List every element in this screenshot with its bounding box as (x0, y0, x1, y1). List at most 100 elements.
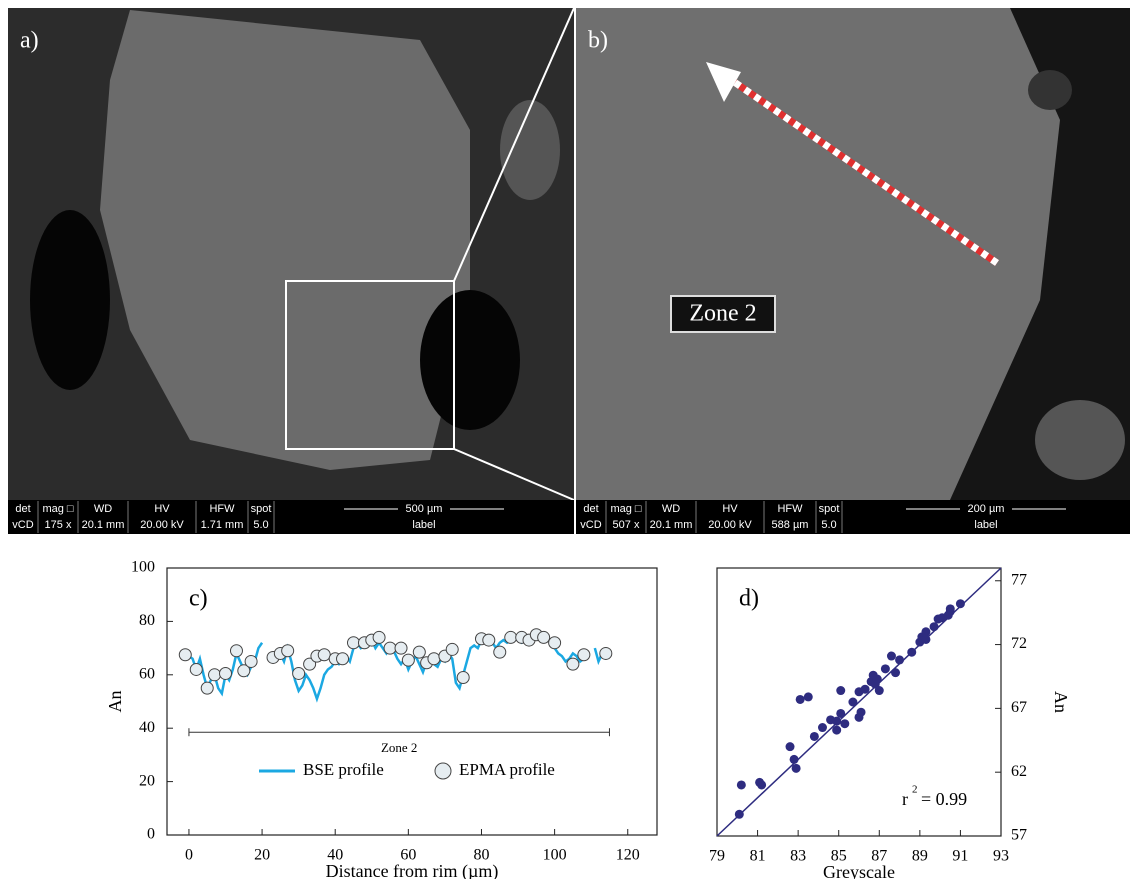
x-tick-label: 87 (871, 848, 887, 865)
info-header: mag □ (42, 503, 73, 515)
point (945, 604, 955, 614)
zone-label-box (670, 295, 776, 333)
arrow-head (706, 62, 741, 102)
plot-frame (166, 567, 658, 836)
scale-label: 200 µm (968, 503, 1005, 515)
inclusion (1028, 70, 1072, 110)
info-value: 20.00 kV (140, 519, 184, 531)
info-header: det (583, 503, 598, 515)
epma-point (577, 648, 591, 662)
y-tick-label: 0 (147, 826, 155, 843)
epma-point (229, 644, 243, 658)
x-tick-label: 79 (709, 848, 725, 865)
crystal (100, 10, 470, 470)
point (809, 731, 819, 741)
point (921, 627, 931, 637)
point (880, 664, 890, 674)
point (840, 719, 850, 729)
x-tick-label: 91 (952, 848, 968, 865)
y-tick-label: 57 (1011, 827, 1027, 844)
info-bar (576, 500, 1130, 534)
x-tick-label: 60 (400, 847, 416, 864)
epma-point (346, 636, 360, 650)
info-header: HV (722, 503, 738, 515)
legend-label: BSE profile (303, 760, 384, 779)
point (734, 809, 744, 819)
crystal (576, 8, 1060, 500)
info-value: 588 µm (772, 519, 809, 531)
info-value: 175 x (45, 519, 72, 531)
y-tick-label: 72 (1011, 635, 1027, 652)
epma-point (401, 653, 415, 667)
info-value: 1.71 mm (201, 519, 244, 531)
y-tick-label: 40 (139, 719, 155, 736)
point (886, 651, 896, 661)
x-tick-label: 89 (912, 848, 928, 865)
info-header: spot (819, 503, 840, 515)
info-value: 20.1 mm (650, 519, 693, 531)
epma-point (412, 645, 426, 659)
y-tick-label: 100 (131, 559, 155, 576)
point (736, 780, 746, 790)
epma-point (599, 646, 613, 660)
point (803, 692, 813, 702)
zoom-box (285, 280, 455, 450)
y-tick-label: 80 (139, 612, 155, 629)
epma-point (456, 670, 470, 684)
info-value: 507 x (613, 519, 640, 531)
epma-point (383, 641, 397, 655)
scale-caption: label (974, 519, 997, 531)
legend-label: EPMA profile (459, 760, 555, 779)
info-header: HV (154, 503, 170, 515)
x-tick-label: 120 (616, 847, 640, 864)
info-bar (8, 500, 574, 534)
scale-label: 500 µm (406, 503, 443, 515)
point (895, 655, 905, 665)
x-tick-label: 40 (327, 847, 343, 864)
panel-label: b) (588, 28, 608, 54)
scale-caption: label (412, 519, 435, 531)
epma-point (237, 664, 251, 678)
zoom-line (453, 7, 575, 282)
annotation-sup: 2 (912, 784, 918, 796)
epma-point (537, 630, 551, 644)
point (832, 716, 842, 726)
legend-marker (434, 762, 452, 780)
point (785, 742, 795, 752)
sem-image-b (576, 8, 1130, 500)
epma-point (244, 654, 258, 668)
epma-point (372, 630, 386, 644)
y-axis-label: An (105, 691, 125, 713)
info-value: 20.00 kV (708, 519, 752, 531)
epma-point (504, 630, 518, 644)
point (791, 763, 801, 773)
zoom-line (453, 448, 575, 501)
info-header: spot (251, 503, 272, 515)
point (872, 674, 882, 684)
grain (500, 100, 560, 200)
epma-point (189, 662, 203, 676)
point (789, 754, 799, 764)
info-value: vCD (12, 519, 33, 531)
epma-point (281, 644, 295, 658)
point (891, 668, 901, 678)
y-tick-label: 20 (139, 772, 155, 789)
epma-point (303, 657, 317, 671)
x-tick-label: 100 (543, 847, 567, 864)
point (832, 725, 842, 735)
epma-point (427, 652, 441, 666)
info-header: WD (94, 503, 112, 515)
info-header: WD (662, 503, 680, 515)
panel-label: d) (739, 586, 759, 612)
point (955, 599, 965, 609)
point (836, 686, 846, 696)
info-header: mag □ (610, 503, 641, 515)
x-axis-label: Distance from rim (µm) (326, 861, 499, 879)
epma-point (482, 633, 496, 647)
plot-frame (716, 567, 1002, 837)
info-header: HFW (209, 503, 235, 515)
epma-point (200, 681, 214, 695)
x-tick-label: 81 (750, 848, 766, 865)
